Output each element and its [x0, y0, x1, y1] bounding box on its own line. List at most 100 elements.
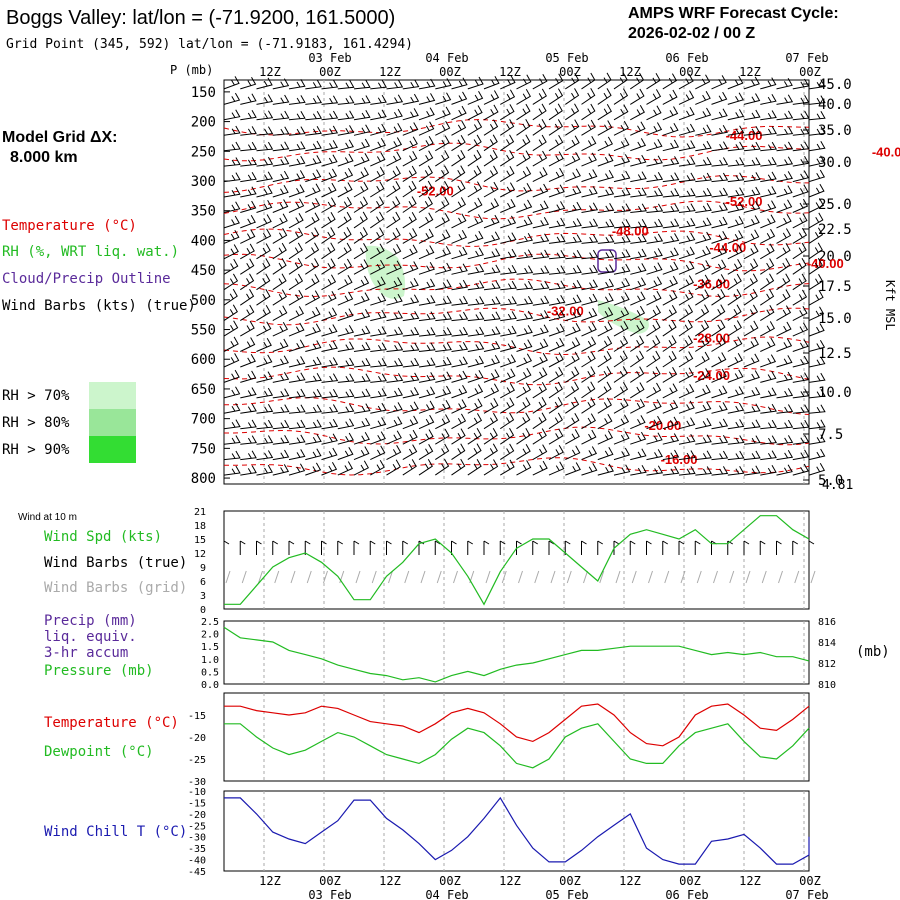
wind-barb [678, 90, 695, 105]
wind-barb [678, 156, 696, 167]
bottom-hour-label: 00Z [559, 874, 581, 888]
temp-ytick-label: -20 [188, 733, 206, 744]
wind-barb [223, 304, 238, 322]
wind-barb [808, 306, 825, 322]
wind-barb [776, 371, 793, 383]
temperature-contour-label: -40.00 [872, 144, 900, 159]
wind-barb [288, 110, 306, 121]
p-tick-label: 600 [191, 352, 216, 368]
wind-barb [272, 371, 290, 383]
wind-barb [418, 165, 433, 183]
wind-barb [451, 149, 466, 167]
wind-barb [711, 216, 728, 229]
wind-barb [467, 443, 482, 461]
precip-frame [223, 620, 810, 685]
wind-barb [256, 156, 274, 167]
wind-barb [500, 104, 515, 121]
wind-barb [597, 170, 614, 183]
wind-barb [760, 186, 777, 198]
wind-barb [370, 227, 385, 244]
top-hour-label: 12Z [259, 65, 281, 79]
wind-barb-grid [355, 570, 361, 584]
wind-barbs-grid-label: Wind Barbs (grid) [44, 580, 187, 596]
wind-barb [305, 169, 322, 183]
wind-barb [370, 94, 387, 105]
wind-barb [370, 243, 385, 260]
wind-barb [288, 227, 304, 244]
wind-barb [630, 291, 646, 306]
wind-barb [418, 278, 436, 291]
wind-barb [305, 183, 321, 198]
wind-barb [760, 93, 777, 105]
wind-barbs-true-label: Wind Barbs (true) [44, 555, 187, 571]
wind-barb [321, 373, 339, 383]
wind-barb [337, 211, 352, 229]
wind-barb [727, 125, 745, 136]
wind-barb [678, 140, 696, 152]
wind-barb [532, 352, 548, 368]
pressure-ytick-label: 814 [818, 638, 836, 649]
wind-barb [321, 461, 338, 476]
wind-barb [727, 187, 745, 198]
wind-barb-10m [711, 540, 717, 555]
wind-barb [613, 154, 631, 167]
wind-barb [548, 412, 563, 430]
wind-barb [581, 446, 598, 461]
wind-barb [743, 215, 760, 229]
wind-barb [240, 273, 255, 291]
wind-barb [630, 320, 645, 337]
wind-barb [435, 78, 452, 90]
wind-barb [711, 368, 727, 383]
wind-barb-10m [467, 540, 474, 555]
wind-barb [370, 109, 387, 121]
wind-barb [711, 259, 727, 275]
wind-frame [223, 510, 810, 610]
wind-barb [500, 150, 515, 167]
wind-barb [792, 257, 807, 275]
legend-rh: RH (%, WRT liq. wat.) [2, 244, 179, 260]
wind-barb [418, 135, 434, 152]
wind-barb [451, 197, 466, 213]
wind-barb [646, 320, 661, 337]
wind-barb [272, 258, 287, 275]
wind-barb [370, 402, 387, 414]
wind-barb-10m [548, 540, 555, 555]
wind-barb [353, 341, 371, 352]
wind-barb [353, 275, 370, 291]
wind-barb [646, 233, 664, 244]
wind-barb-grid [290, 570, 296, 584]
wind-barb-10m [597, 540, 604, 555]
wind-barb [223, 244, 239, 260]
wind-barb [646, 335, 661, 352]
wind-barb [727, 92, 744, 105]
wind-barb [223, 109, 241, 121]
kft-tick-label: 12.5 [818, 346, 852, 362]
wind-barb [386, 260, 402, 275]
wind-barb [532, 200, 549, 213]
wind-barb [467, 264, 485, 275]
wind-barb [532, 444, 548, 461]
wind-barb [321, 389, 339, 399]
wind-barb [613, 366, 628, 383]
wind-barb [646, 203, 664, 213]
precip-label: Precip (mm) [44, 613, 137, 629]
dewpoint-line [224, 723, 810, 769]
wind-barb [760, 200, 777, 213]
p-axis-label: P (mb) [170, 63, 213, 77]
wind-barb [500, 459, 515, 476]
wind-barb [548, 201, 566, 213]
wind-barb [613, 431, 630, 445]
wind-barb [548, 428, 564, 445]
wind-barb [662, 233, 680, 244]
wind-barb [776, 419, 794, 430]
wind-barb [337, 167, 354, 183]
wind-barb [402, 357, 420, 368]
wind-barb-grid [306, 570, 312, 584]
wind-barb [695, 304, 710, 322]
wind-barb [792, 434, 810, 445]
wind-barb [565, 234, 582, 244]
wind-barb [581, 218, 599, 229]
wind-barb [678, 107, 695, 121]
wind-barb [808, 126, 826, 136]
